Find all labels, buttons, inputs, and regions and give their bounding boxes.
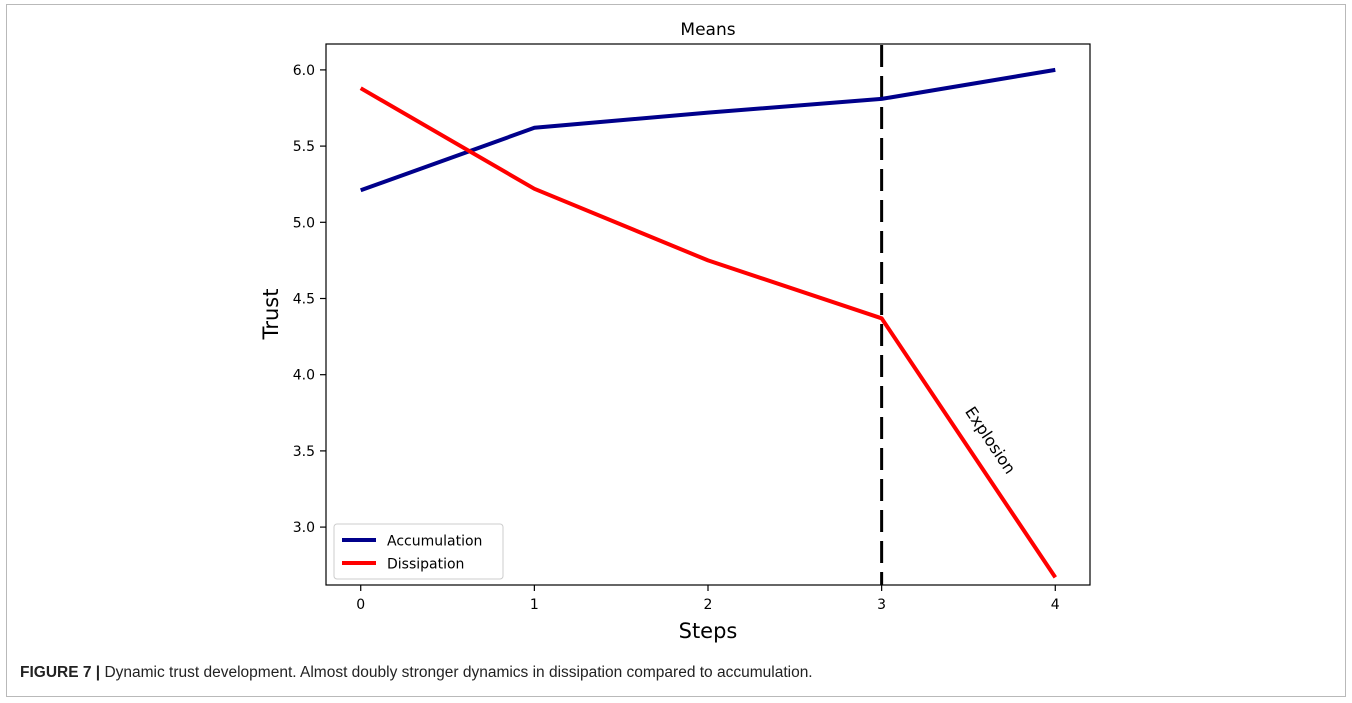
y-tick-label: 3.5 — [293, 444, 315, 460]
x-tick-label: 0 — [356, 597, 365, 613]
x-axis-label: Steps — [679, 619, 738, 643]
y-tick-label: 5.5 — [293, 139, 315, 155]
y-tick-label: 6.0 — [293, 63, 315, 79]
x-tick-label: 3 — [877, 597, 886, 613]
chart-title: Means — [680, 20, 735, 40]
x-tick-label: 4 — [1051, 597, 1060, 613]
y-tick-label: 5.0 — [293, 215, 315, 231]
plot-area — [325, 43, 1091, 586]
legend: Accumulation Dissipation — [333, 523, 504, 580]
line-chart: 0 1 2 3 4 3.0 3.5 4.0 4.5 5.0 5.5 6.0 Means Steps T… — [259, 20, 1091, 643]
y-tick-label: 3.0 — [293, 520, 315, 536]
y-axis-label: Trust — [259, 289, 283, 341]
figure-caption: FIGURE 7 | Dynamic trust development. Al… — [20, 664, 813, 682]
x-tick-label: 2 — [704, 597, 713, 613]
figure-caption-label: FIGURE 7 | — [20, 664, 101, 681]
legend-label-accumulation: Accumulation — [387, 534, 482, 550]
figure-caption-text: Dynamic trust development. Almost doubly… — [100, 664, 813, 681]
legend-box — [333, 523, 504, 580]
series-line-accumulation — [360, 67, 1056, 193]
x-tick-label: 1 — [530, 597, 539, 613]
series-line-dissipation — [359, 86, 1057, 579]
y-tick-label: 4.5 — [293, 291, 315, 307]
y-tick-label: 4.0 — [293, 368, 315, 384]
legend-label-dissipation: Dissipation — [387, 557, 464, 573]
